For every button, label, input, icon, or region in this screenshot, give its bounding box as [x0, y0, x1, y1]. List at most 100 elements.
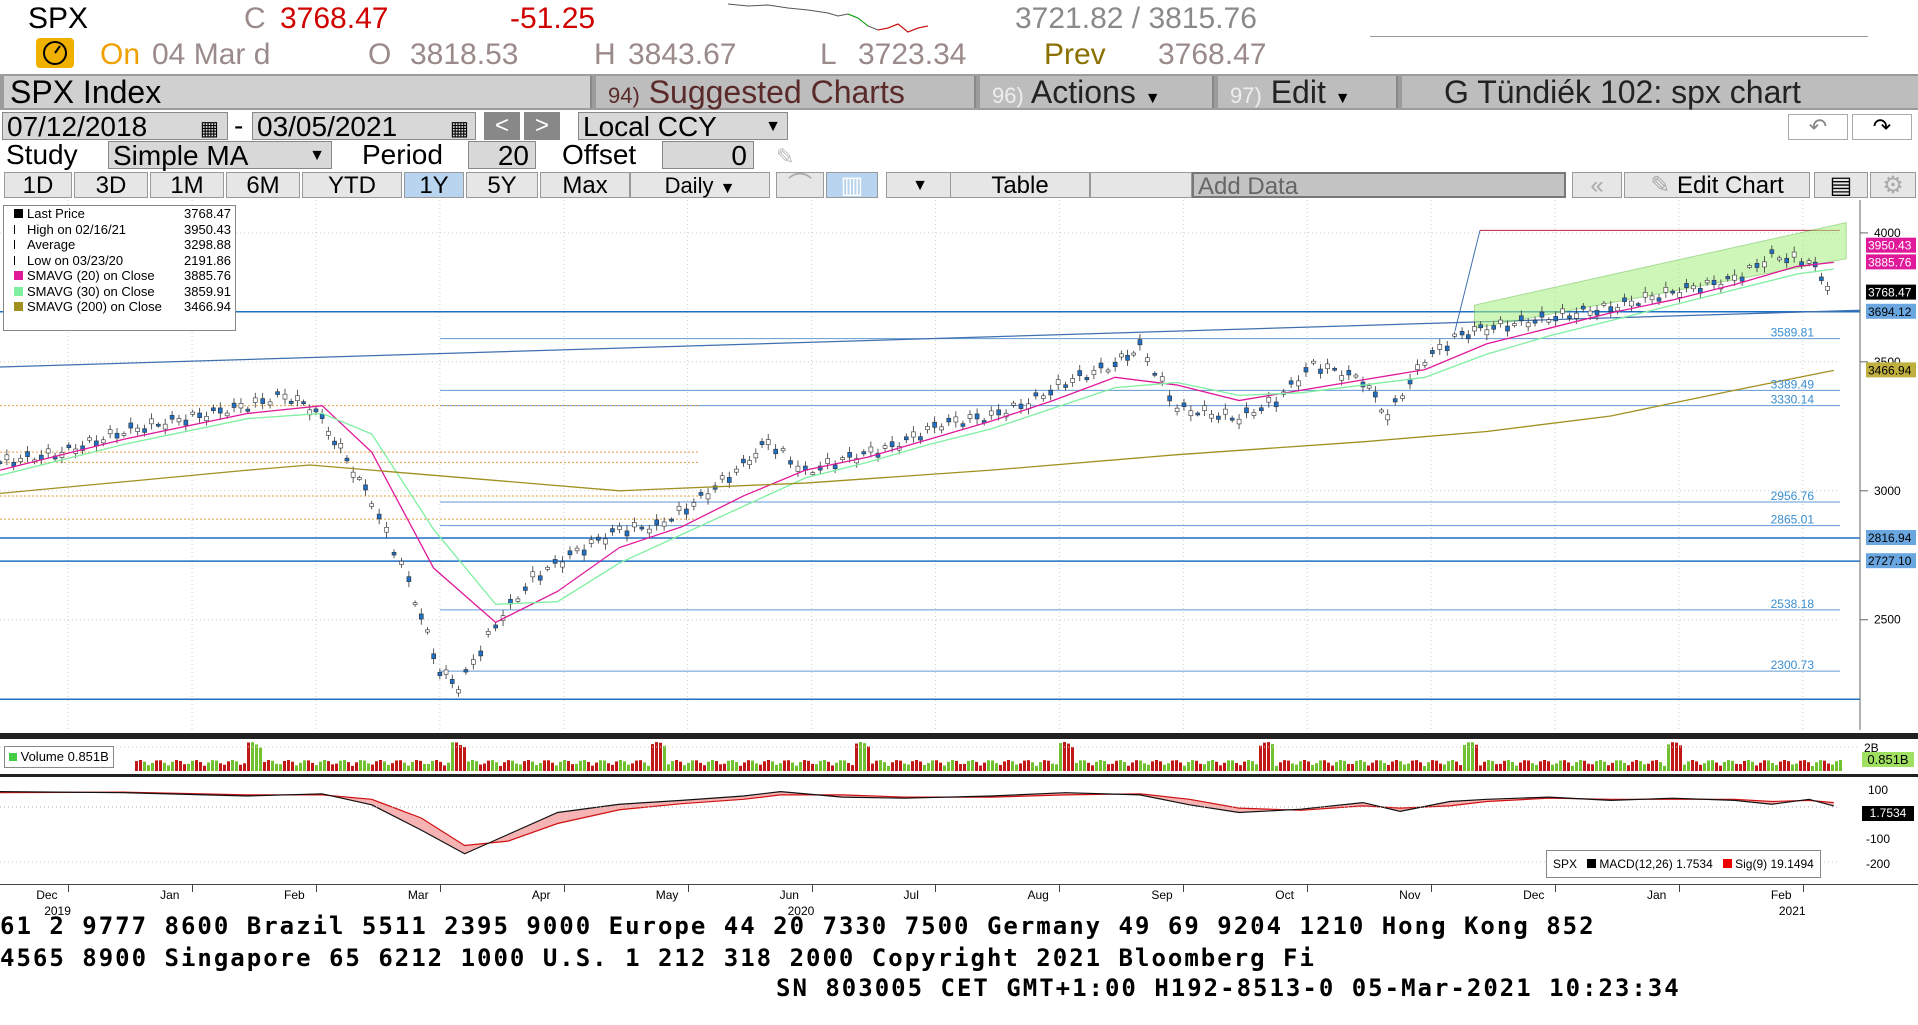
- volume-bar: [1379, 760, 1382, 771]
- add-data-field[interactable]: Add Data: [1192, 172, 1566, 200]
- volume-bar: [1499, 763, 1502, 771]
- offset-field[interactable]: 0: [662, 141, 754, 170]
- volume-bar: [1071, 747, 1074, 771]
- volume-bar: [447, 762, 450, 771]
- channel-area: [1473, 221, 1847, 329]
- volume-bar: [1067, 743, 1070, 771]
- candle: [741, 458, 746, 464]
- candle: [946, 417, 952, 423]
- candle: [684, 508, 689, 515]
- volume-bar: [1115, 760, 1118, 771]
- volume-bar: [1323, 760, 1326, 771]
- end-date-field[interactable]: 03/05/2021: [252, 112, 476, 141]
- redo-icon[interactable]: ↷: [1852, 114, 1912, 140]
- edit-label: Edit: [1270, 74, 1326, 110]
- volume-bar: [383, 761, 386, 771]
- chart-options-icon[interactable]: ▤: [1814, 172, 1868, 199]
- table-button[interactable]: Table: [950, 172, 1090, 199]
- frequency-select[interactable]: Daily ▼: [630, 172, 770, 198]
- edit-chart-button[interactable]: ✎ Edit Chart: [1624, 172, 1810, 199]
- chart-title: G Tündiék 102: spx chart: [1444, 74, 1801, 110]
- x-axis-line: [0, 884, 1918, 885]
- collapse-icon[interactable]: «: [1572, 172, 1622, 199]
- volume-bar: [587, 761, 590, 771]
- candle: [840, 457, 845, 460]
- undo-icon[interactable]: ↶: [1788, 114, 1848, 140]
- range-button-1m[interactable]: 1M: [150, 172, 224, 199]
- on-label: On: [100, 38, 141, 71]
- candle: [485, 631, 491, 635]
- volume-bar: [319, 761, 322, 771]
- volume-bar: [763, 761, 766, 771]
- volume-bar: [1215, 761, 1218, 771]
- period-field[interactable]: 20: [468, 141, 536, 170]
- volume-bar: [1523, 760, 1526, 771]
- candle: [1033, 392, 1039, 397]
- candle: [567, 550, 573, 556]
- range-button-1d[interactable]: 1D: [4, 172, 72, 199]
- actions-button[interactable]: 96) Actions ▼: [980, 76, 1214, 108]
- range-button-max[interactable]: Max: [540, 172, 630, 199]
- volume-bar: [1503, 760, 1506, 771]
- x-year-label: 2019: [44, 904, 71, 918]
- volume-bar: [239, 764, 242, 771]
- candle: [1791, 251, 1797, 258]
- range-button-ytd[interactable]: YTD: [302, 172, 402, 199]
- volume-bar: [523, 761, 526, 771]
- volume-bar: [599, 760, 602, 771]
- volume-bar: [1471, 742, 1474, 771]
- security-field[interactable]: SPX Index: [4, 76, 592, 108]
- volume-bar: [895, 760, 898, 771]
- range-button-5y[interactable]: 5Y: [466, 172, 538, 199]
- candle: [313, 408, 319, 413]
- candle: [1167, 395, 1172, 402]
- suggested-charts-button[interactable]: 94) Suggested Charts: [596, 76, 976, 108]
- volume-bar: [1083, 760, 1086, 771]
- candle: [1159, 376, 1165, 382]
- volume-bar: [1107, 764, 1110, 771]
- calendar-icon[interactable]: ▦: [200, 118, 219, 140]
- candle: [156, 423, 161, 427]
- candle: [391, 551, 397, 556]
- range-button-1y[interactable]: 1Y: [404, 172, 464, 199]
- start-date-field[interactable]: 07/12/2018: [2, 111, 228, 142]
- candle: [332, 440, 337, 446]
- line-chart-icon[interactable]: ⌒: [776, 172, 824, 199]
- volume-bar: [1655, 760, 1658, 771]
- pencil-icon[interactable]: ✎: [776, 144, 795, 169]
- price-badge-label: 3885.76: [1868, 255, 1912, 269]
- candle: [1825, 286, 1830, 291]
- day-range: 3721.82 / 3815.76: [1015, 2, 1257, 35]
- macd-legend: SPX MACD(12,26) 1.7534 Sig(9) 19.1494: [1546, 850, 1821, 878]
- volume-bar: [1207, 760, 1210, 771]
- study-select[interactable]: Simple MA ▼: [108, 141, 332, 170]
- volume-bar: [607, 763, 610, 771]
- volume-bar: [243, 763, 246, 771]
- range-button-6m[interactable]: 6M: [226, 172, 300, 199]
- range-button-3d[interactable]: 3D: [74, 172, 148, 199]
- volume-bar: [251, 742, 254, 771]
- candle: [183, 419, 189, 426]
- x-tick-label: Jul: [903, 888, 919, 902]
- candle: [861, 451, 867, 455]
- alert-icon[interactable]: [36, 38, 74, 68]
- chart-type-dropdown[interactable]: ▼: [886, 172, 954, 198]
- volume-bar: [1339, 760, 1342, 771]
- start-date-text: 07/12/2018: [7, 111, 148, 142]
- currency-select[interactable]: Local CCY ▼: [578, 112, 788, 141]
- volume-bar: [1135, 760, 1138, 771]
- price-badge: [1866, 529, 1916, 545]
- prev-period-button[interactable]: <: [484, 112, 520, 140]
- volume-bar: [575, 763, 578, 771]
- calendar-icon[interactable]: ▦: [450, 118, 469, 140]
- candle: [357, 477, 362, 480]
- chart-legend: Last Price 3768.47 High on 02/16/21 3950.43…: [3, 205, 236, 331]
- candle-chart-icon[interactable]: ▥: [826, 172, 878, 199]
- volume-bar: [887, 765, 890, 771]
- volume-bar: [1023, 760, 1026, 771]
- gear-icon[interactable]: ⚙: [1870, 172, 1916, 199]
- edit-button[interactable]: 97) Edit ▼: [1218, 76, 1398, 108]
- next-period-button[interactable]: >: [524, 112, 560, 140]
- volume-bar: [423, 763, 426, 771]
